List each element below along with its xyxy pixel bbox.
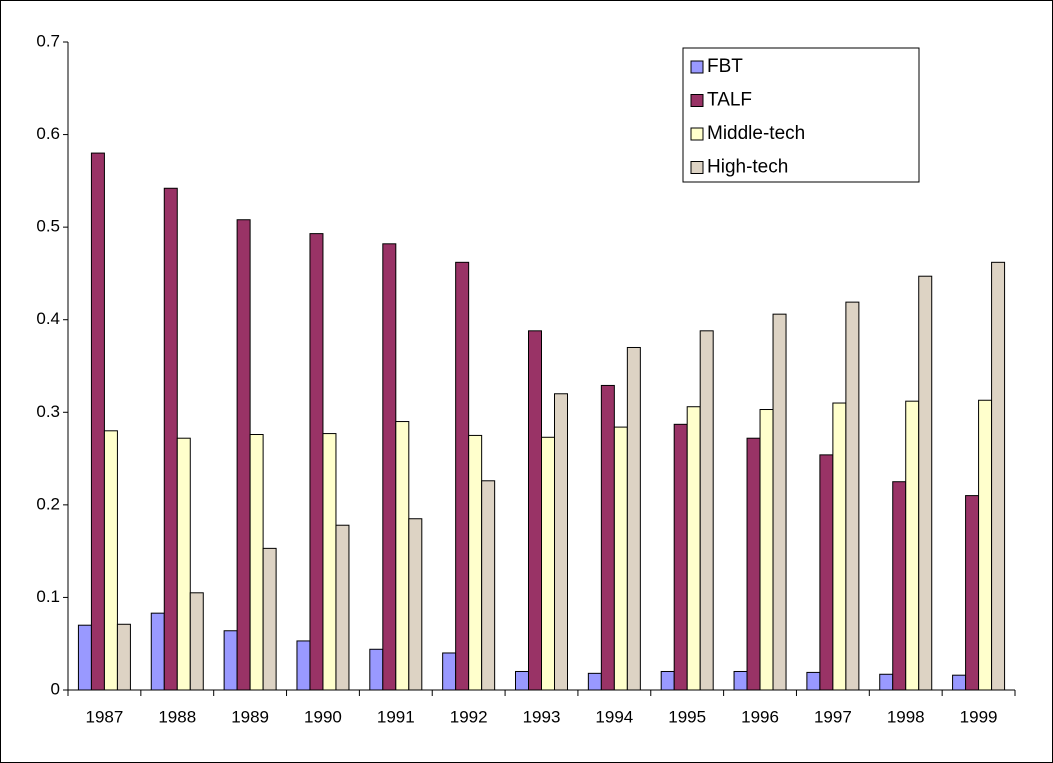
bar bbox=[918, 275, 933, 691]
bar bbox=[819, 454, 834, 691]
bar bbox=[468, 434, 483, 691]
bar bbox=[442, 652, 457, 691]
x-tick-label: 1997 bbox=[814, 707, 852, 726]
x-tick-label: 1989 bbox=[231, 707, 269, 726]
x-tick-label: 1999 bbox=[960, 707, 998, 726]
bar bbox=[528, 330, 542, 691]
y-tick-label: 0.7 bbox=[36, 31, 60, 50]
bar bbox=[408, 518, 423, 691]
bar bbox=[952, 674, 967, 691]
bar bbox=[832, 402, 847, 691]
bar bbox=[965, 495, 980, 691]
bar bbox=[395, 421, 410, 691]
y-tick-label: 0.6 bbox=[36, 124, 60, 143]
bar bbox=[90, 152, 105, 691]
bar bbox=[309, 233, 324, 691]
legend: FBT TALF Middle-tech High-tech bbox=[682, 47, 920, 183]
bar bbox=[103, 430, 118, 691]
bar bbox=[176, 437, 191, 691]
x-tick-label: 1987 bbox=[86, 707, 124, 726]
bar bbox=[382, 243, 397, 691]
bar bbox=[686, 406, 701, 691]
bar bbox=[905, 400, 920, 691]
bar bbox=[249, 434, 264, 691]
bar bbox=[991, 261, 1006, 691]
bar bbox=[806, 671, 821, 691]
legend-swatch bbox=[690, 60, 704, 74]
bar bbox=[515, 670, 529, 691]
bar bbox=[236, 219, 251, 691]
legend-label: TALF bbox=[707, 90, 752, 111]
bar bbox=[150, 612, 165, 691]
x-tick-label: 1995 bbox=[668, 707, 706, 726]
bar bbox=[163, 187, 178, 691]
x-tick-label: 1992 bbox=[450, 707, 488, 726]
x-tick-label: 1991 bbox=[377, 707, 415, 726]
bar bbox=[77, 624, 92, 691]
y-tick-label: 0.3 bbox=[36, 402, 60, 421]
x-tick-label: 1996 bbox=[741, 707, 779, 726]
bar bbox=[541, 436, 555, 691]
legend-swatch bbox=[690, 127, 704, 141]
bar bbox=[322, 433, 337, 691]
bar bbox=[746, 437, 761, 691]
bar bbox=[978, 399, 993, 691]
y-tick-label: 0.1 bbox=[36, 587, 60, 606]
bar bbox=[660, 670, 675, 691]
legend-box bbox=[682, 47, 920, 183]
x-tick-label: 1988 bbox=[158, 707, 196, 726]
bar bbox=[481, 480, 496, 691]
bar bbox=[733, 670, 748, 691]
bar bbox=[587, 672, 602, 691]
x-tick-label: 1990 bbox=[304, 707, 342, 726]
bar bbox=[223, 630, 238, 691]
x-tick-label: 1998 bbox=[887, 707, 925, 726]
bar bbox=[613, 426, 628, 691]
x-tick-label: 1994 bbox=[595, 707, 633, 726]
legend-swatch bbox=[690, 94, 704, 107]
bar bbox=[626, 346, 641, 691]
legend-label: FBT bbox=[707, 56, 743, 77]
bar bbox=[845, 301, 860, 691]
y-tick-label: 0.2 bbox=[36, 494, 60, 513]
bar bbox=[759, 409, 774, 691]
y-tick-label: 0.4 bbox=[36, 309, 60, 328]
bar bbox=[262, 547, 277, 691]
bar bbox=[699, 330, 714, 691]
bar bbox=[369, 648, 384, 691]
y-tick-label: 0.5 bbox=[36, 217, 60, 236]
bar bbox=[455, 261, 470, 691]
legend-label: High-tech bbox=[707, 157, 788, 178]
bar bbox=[600, 384, 615, 691]
bar bbox=[189, 592, 204, 691]
bar bbox=[116, 623, 131, 691]
legend-swatch bbox=[690, 161, 704, 174]
x-tick-label: 1993 bbox=[523, 707, 561, 726]
bar bbox=[554, 393, 568, 691]
bar bbox=[892, 481, 907, 691]
bar bbox=[296, 640, 311, 691]
bar bbox=[673, 423, 688, 691]
bar bbox=[772, 313, 787, 691]
y-tick-label: 0 bbox=[51, 679, 60, 698]
legend-label: Middle-tech bbox=[707, 123, 805, 144]
bar bbox=[879, 673, 894, 691]
bar bbox=[335, 524, 350, 691]
